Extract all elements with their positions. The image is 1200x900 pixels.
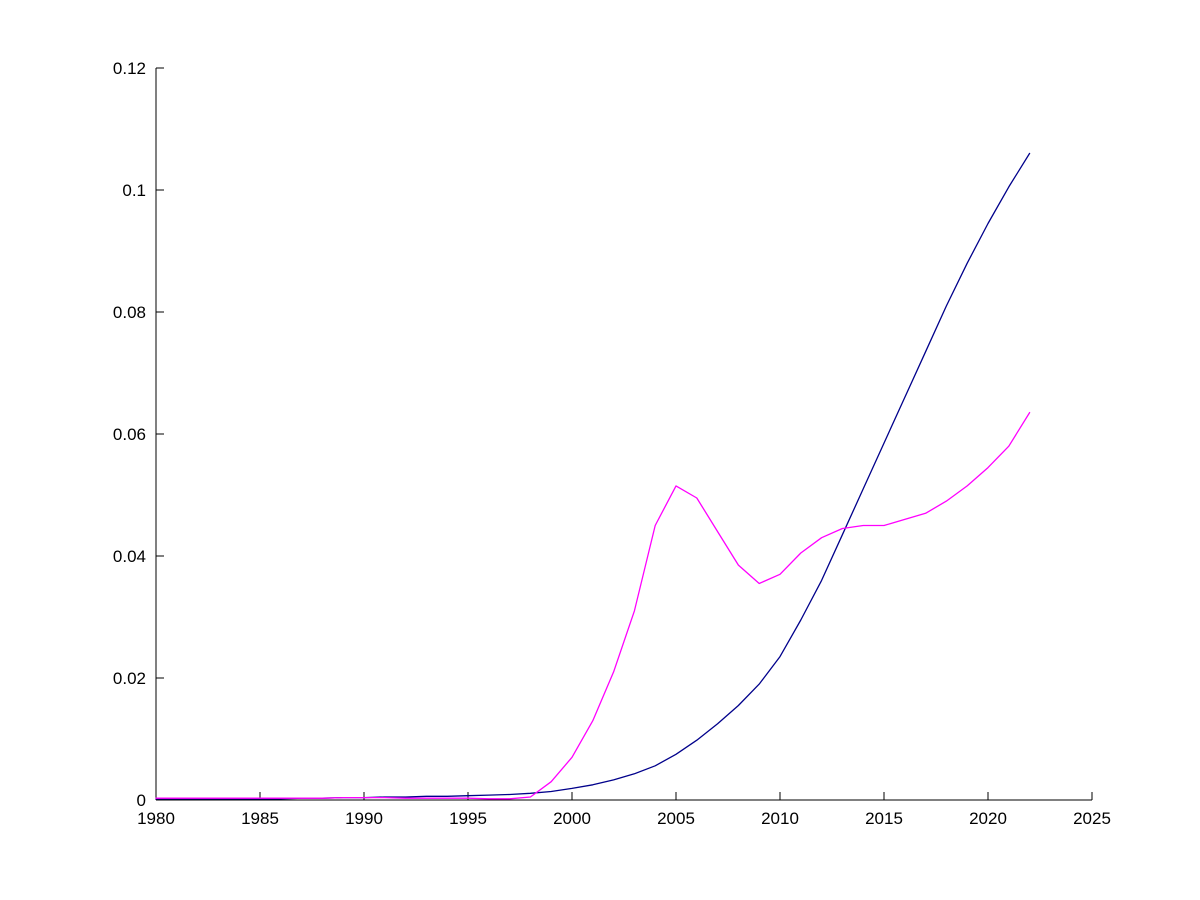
x-tick-label: 1995 — [449, 809, 487, 828]
x-tick-label: 2010 — [761, 809, 799, 828]
y-tick-label: 0 — [137, 791, 146, 810]
x-tick-label: 2005 — [657, 809, 695, 828]
x-tick-label: 2000 — [553, 809, 591, 828]
y-tick-label: 0.06 — [113, 425, 146, 444]
x-tick-label: 1990 — [345, 809, 383, 828]
x-tick-label: 2015 — [865, 809, 903, 828]
x-tick-label: 2020 — [969, 809, 1007, 828]
y-tick-label: 0.02 — [113, 669, 146, 688]
y-tick-label: 0.04 — [113, 547, 146, 566]
x-tick-label: 2025 — [1073, 809, 1111, 828]
y-tick-label: 0.08 — [113, 303, 146, 322]
x-tick-label: 1980 — [137, 809, 175, 828]
blue-series-line — [155, 152, 1031, 800]
x-tick-label: 1985 — [241, 809, 279, 828]
y-tick-label: 0.1 — [122, 181, 146, 200]
y-tick-label: 0.12 — [113, 59, 146, 78]
magenta-series-line — [155, 411, 1031, 800]
